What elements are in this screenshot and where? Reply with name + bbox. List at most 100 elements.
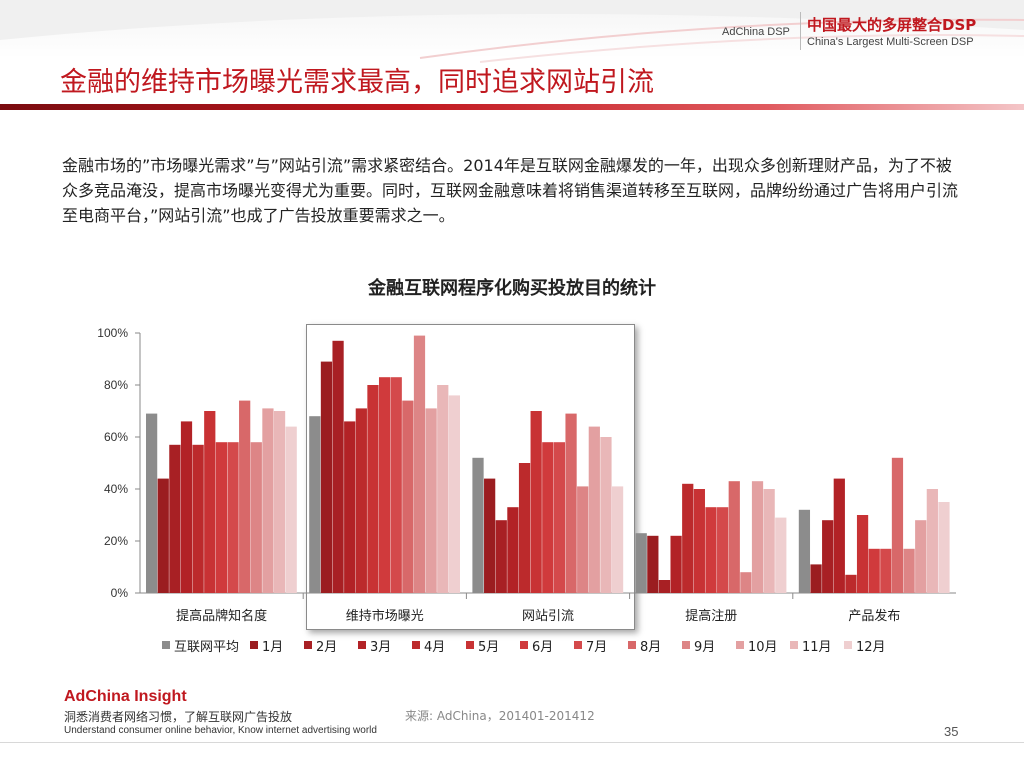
bar [425,408,437,593]
footer-source: 来源: AdChina，201401-201412 [405,709,595,723]
legend-swatch [790,641,798,649]
bar [273,411,286,593]
legend-swatch [304,641,312,649]
legend-swatch [844,641,852,649]
title-rule [0,104,1024,110]
bar [763,489,775,593]
bottom-rule [0,742,1024,743]
header-swoosh [0,0,1024,63]
bar [250,442,262,593]
legend-swatch [682,641,690,649]
bar [577,486,589,593]
bar [413,335,426,593]
y-tick-label: 100% [97,326,128,340]
legend-swatch [250,641,258,649]
legend-label: 7月 [586,640,607,655]
legend-label: 9月 [694,640,715,655]
bar [146,413,158,593]
bar [472,457,484,593]
bar [484,478,496,593]
bar [378,377,391,593]
y-tick-label: 80% [104,378,128,392]
bar [693,489,705,593]
bar [285,426,297,593]
bar [169,444,181,593]
bar [390,377,402,593]
header-brand-small: AdChina DSP [722,26,790,38]
bar [728,481,740,593]
bar [332,340,344,593]
bar [845,574,857,593]
bar [215,442,228,593]
category-label: 产品发布 [848,608,900,624]
bar [588,426,600,593]
y-tick-label: 60% [104,430,128,444]
bar [740,572,752,593]
bar [891,457,904,593]
legend-label: 11月 [802,640,832,655]
bar [670,535,682,593]
legend-label: 6月 [532,640,553,655]
bar [868,548,880,593]
bar [180,421,193,593]
bar [856,515,869,593]
bar [448,395,460,593]
bar [717,507,729,593]
bar [810,564,822,593]
header-brand-cn: 中国最大的多屏整合DSP [807,16,977,34]
page-title: 金融的维持市场曝光需求最高，同时追求网站引流 [60,67,654,98]
category-label: 提高品牌知名度 [176,608,267,624]
bar [611,486,624,593]
legend-label: 10月 [748,640,778,655]
bar [600,437,612,593]
bar [192,444,204,593]
footer-tagline-en: Understand consumer online behavior, Kno… [64,725,377,736]
footer-brand: AdChina Insight [64,688,187,705]
y-tick-label: 20% [104,534,128,548]
y-tick-label: 40% [104,482,128,496]
header-divider [800,12,801,50]
bar [239,400,251,593]
legend-label: 1月 [262,640,283,655]
bar [495,520,507,593]
bar [344,421,356,593]
legend-swatch [358,641,366,649]
bar [309,416,321,593]
bar [402,400,414,593]
bar [565,413,577,593]
bar [647,535,659,593]
legend-swatch [628,641,636,649]
legend-swatch [466,641,474,649]
legend-label: 2月 [316,640,337,655]
bar [157,478,169,593]
bar [262,408,274,593]
bar [775,517,787,593]
bar [880,548,892,593]
legend-swatch [574,641,582,649]
bar [530,411,542,593]
category-label: 提高注册 [685,608,737,624]
category-label: 维持市场曝光 [346,608,424,624]
bar [822,520,834,593]
bar [553,442,566,593]
bar [903,548,915,593]
header-brand-en: China's Largest Multi-Screen DSP [807,36,974,48]
bar [437,385,449,593]
bar [915,520,927,593]
chart-title: 金融互联网程序化购买投放目的统计 [368,278,656,299]
legend-label: 3月 [370,640,391,655]
bar [938,502,950,593]
bar [367,385,379,593]
chart: 0% 20% 40% 60% 80% 100% 提高品牌知名度 维持市场曝光 网站引流 提高注册 产… [97,326,956,655]
body-paragraph: 金融市场的”市场曝光需求”与”网站引流”需求紧密结合。2014年是互联网金融爆发… [62,156,959,225]
bar [355,408,367,593]
bar [682,483,694,593]
bar [798,509,811,593]
bar [705,507,717,593]
category-label: 网站引流 [522,609,574,624]
bar [658,580,671,593]
footer-tagline-cn: 洞悉消费者网络习惯，了解互联网广告投放 [64,710,293,724]
legend-label: 互联网平均 [174,640,239,655]
y-tick-label: 0% [111,586,129,600]
bar [751,481,764,593]
